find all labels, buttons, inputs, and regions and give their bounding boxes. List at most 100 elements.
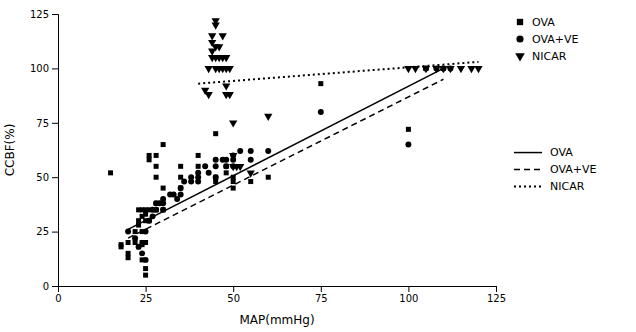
y-axis: 0255075100125 [30, 9, 59, 292]
point [178, 185, 184, 191]
point [143, 257, 149, 263]
tick-label: 25 [36, 226, 49, 237]
point [143, 212, 148, 217]
point [126, 251, 131, 256]
point [405, 142, 411, 148]
tick: 100 [399, 286, 418, 304]
point [154, 175, 159, 180]
point [196, 153, 201, 158]
point [119, 244, 124, 249]
point [125, 229, 131, 235]
point [226, 92, 234, 99]
legend-swatch [517, 19, 523, 25]
legend-item: OVA+VE [516, 33, 578, 46]
point [213, 175, 218, 180]
tick-mark [52, 123, 58, 124]
tick-label: 0 [43, 281, 49, 292]
tick-mark [496, 286, 497, 292]
legend-label: NICAR [550, 180, 585, 193]
point [474, 66, 482, 73]
point [264, 114, 272, 121]
tick-mark [52, 177, 58, 178]
legend-swatch [515, 53, 525, 61]
point [224, 164, 229, 169]
tick: 50 [227, 286, 240, 304]
point [237, 148, 243, 154]
point [248, 148, 254, 154]
x-axis-title: MAP(mmHg) [239, 313, 314, 327]
point [143, 266, 148, 271]
point [143, 273, 148, 278]
point [229, 120, 237, 127]
point [226, 66, 234, 73]
point [147, 153, 152, 158]
scatter-series [108, 66, 446, 278]
tick: 125 [30, 9, 58, 20]
regression-line [198, 62, 478, 84]
point [205, 92, 213, 99]
chart: 02550751001250255075100125MAP(mmHg)CCBF(… [0, 0, 636, 332]
point [231, 179, 236, 184]
point [219, 33, 227, 40]
tick-label: 100 [399, 293, 418, 304]
point [188, 179, 194, 185]
tick-label: 75 [36, 118, 49, 129]
legend-label: OVA+VE [532, 33, 579, 46]
point [224, 170, 229, 175]
tick: 75 [315, 286, 328, 304]
point [143, 240, 148, 245]
tick-label: 25 [140, 293, 153, 304]
legend-label: OVA [550, 146, 573, 159]
point [161, 142, 166, 147]
regression-line [128, 68, 443, 229]
tick-mark [52, 232, 58, 233]
point [154, 164, 159, 169]
legend-swatch [516, 35, 523, 42]
point [446, 66, 454, 73]
point [136, 244, 142, 250]
point [143, 229, 149, 235]
point [266, 175, 271, 180]
point [196, 164, 201, 169]
legend-item: OVA+VE [514, 163, 597, 176]
point [318, 109, 324, 115]
point [178, 186, 183, 191]
point [202, 163, 208, 169]
point [205, 66, 213, 73]
point [467, 66, 475, 73]
point [178, 164, 183, 169]
point [222, 55, 230, 62]
plot: 02550751001250255075100125MAP(mmHg)CCBF(… [3, 9, 506, 327]
point [223, 157, 229, 163]
axis-line [52, 15, 59, 287]
legend-swatch [514, 186, 542, 188]
legend-label: NICAR [532, 50, 567, 63]
tick: 125 [487, 286, 506, 304]
legend-item: NICAR [515, 50, 566, 63]
tick-mark [233, 286, 234, 292]
point [215, 44, 223, 51]
tick-mark [321, 286, 322, 292]
tick-label: 0 [55, 293, 61, 304]
point [161, 186, 166, 191]
point [147, 157, 152, 162]
point [133, 229, 138, 234]
point [126, 255, 131, 260]
point [139, 250, 145, 256]
point [213, 157, 219, 163]
point [213, 163, 219, 169]
tick: 0 [43, 281, 58, 292]
tick: 25 [36, 226, 58, 237]
tick-label: 125 [30, 9, 49, 20]
point [178, 175, 183, 180]
tick-label: 125 [487, 293, 506, 304]
legend: OVAOVA+VENICAROVAOVA+VENICAR [514, 16, 597, 194]
point [406, 127, 411, 132]
point [108, 170, 113, 175]
tick: 0 [55, 286, 61, 304]
legend-item: OVA [514, 146, 573, 159]
tick-mark [52, 14, 58, 15]
tick-label: 50 [227, 293, 240, 304]
tick-label: 100 [30, 63, 49, 74]
point [160, 200, 166, 206]
